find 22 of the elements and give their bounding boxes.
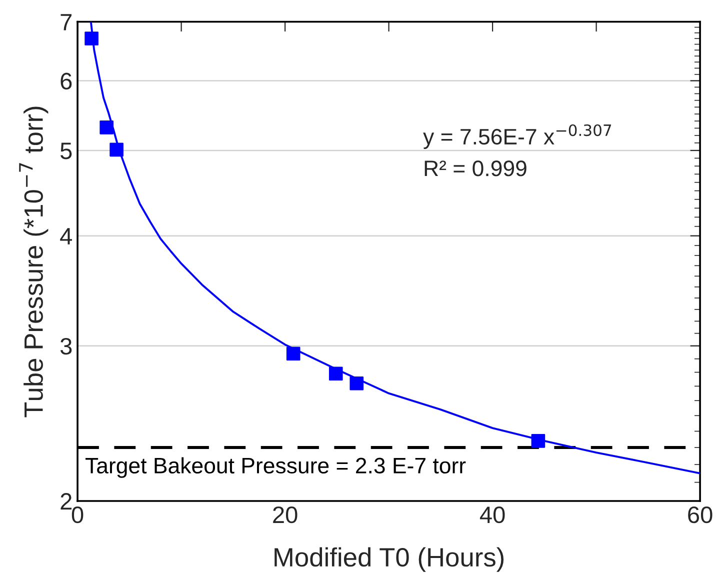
- y-tick-label: 7: [60, 14, 72, 30]
- point: [350, 376, 364, 390]
- point: [328, 366, 343, 381]
- y-tick-label: 6: [60, 72, 72, 90]
- x-tick-label: 40: [480, 506, 505, 524]
- ref-line-label: Target Bakeout Pressure = 2.3 E-7 torr: [86, 457, 466, 478]
- x-axis-title: Modified T0 (Hours): [274, 547, 504, 572]
- y-tick-label: 3: [60, 338, 72, 355]
- y-tick-label: 2: [60, 493, 72, 510]
- point: [286, 346, 300, 361]
- point: [84, 32, 98, 46]
- x-tick-label: 60: [688, 506, 712, 524]
- y-axis-title: Tube Pressure (*10$^{−7}$ torr): [19, 106, 48, 418]
- x-tick-label: 20: [273, 506, 298, 524]
- point: [531, 434, 546, 448]
- y-tick-label: 5: [60, 142, 72, 160]
- point: [100, 120, 114, 134]
- y-tick-label: 4: [60, 228, 72, 244]
- annotation: y = 7.56E-7 x$^{−0.307}$: [423, 124, 612, 149]
- x-tick-label: 0: [72, 506, 84, 524]
- point: [110, 142, 124, 157]
- annotation: R² = 0.999: [424, 160, 526, 176]
